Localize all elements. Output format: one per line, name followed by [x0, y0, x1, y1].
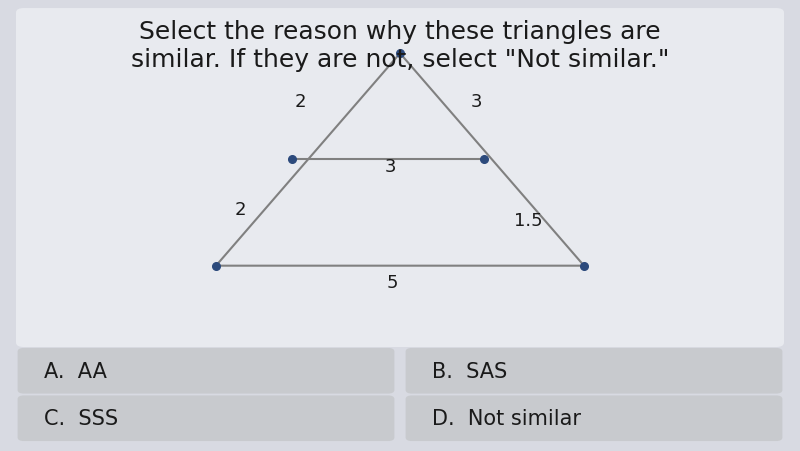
FancyBboxPatch shape: [18, 348, 394, 394]
Text: Select the reason why these triangles are
similar. If they are not, select "Not : Select the reason why these triangles ar…: [131, 20, 669, 72]
FancyBboxPatch shape: [16, 9, 784, 347]
Text: 1.5: 1.5: [514, 212, 542, 230]
Text: D.  Not similar: D. Not similar: [432, 408, 581, 428]
Text: A.  AA: A. AA: [44, 361, 107, 381]
Text: B.  SAS: B. SAS: [432, 361, 507, 381]
Text: 3: 3: [470, 92, 482, 110]
FancyBboxPatch shape: [406, 396, 782, 441]
Text: 2: 2: [294, 92, 306, 110]
Text: 5: 5: [386, 273, 398, 291]
Text: 2: 2: [234, 201, 246, 219]
FancyBboxPatch shape: [406, 348, 782, 394]
FancyBboxPatch shape: [18, 396, 394, 441]
Text: 3: 3: [385, 158, 396, 176]
Text: C.  SSS: C. SSS: [44, 408, 118, 428]
